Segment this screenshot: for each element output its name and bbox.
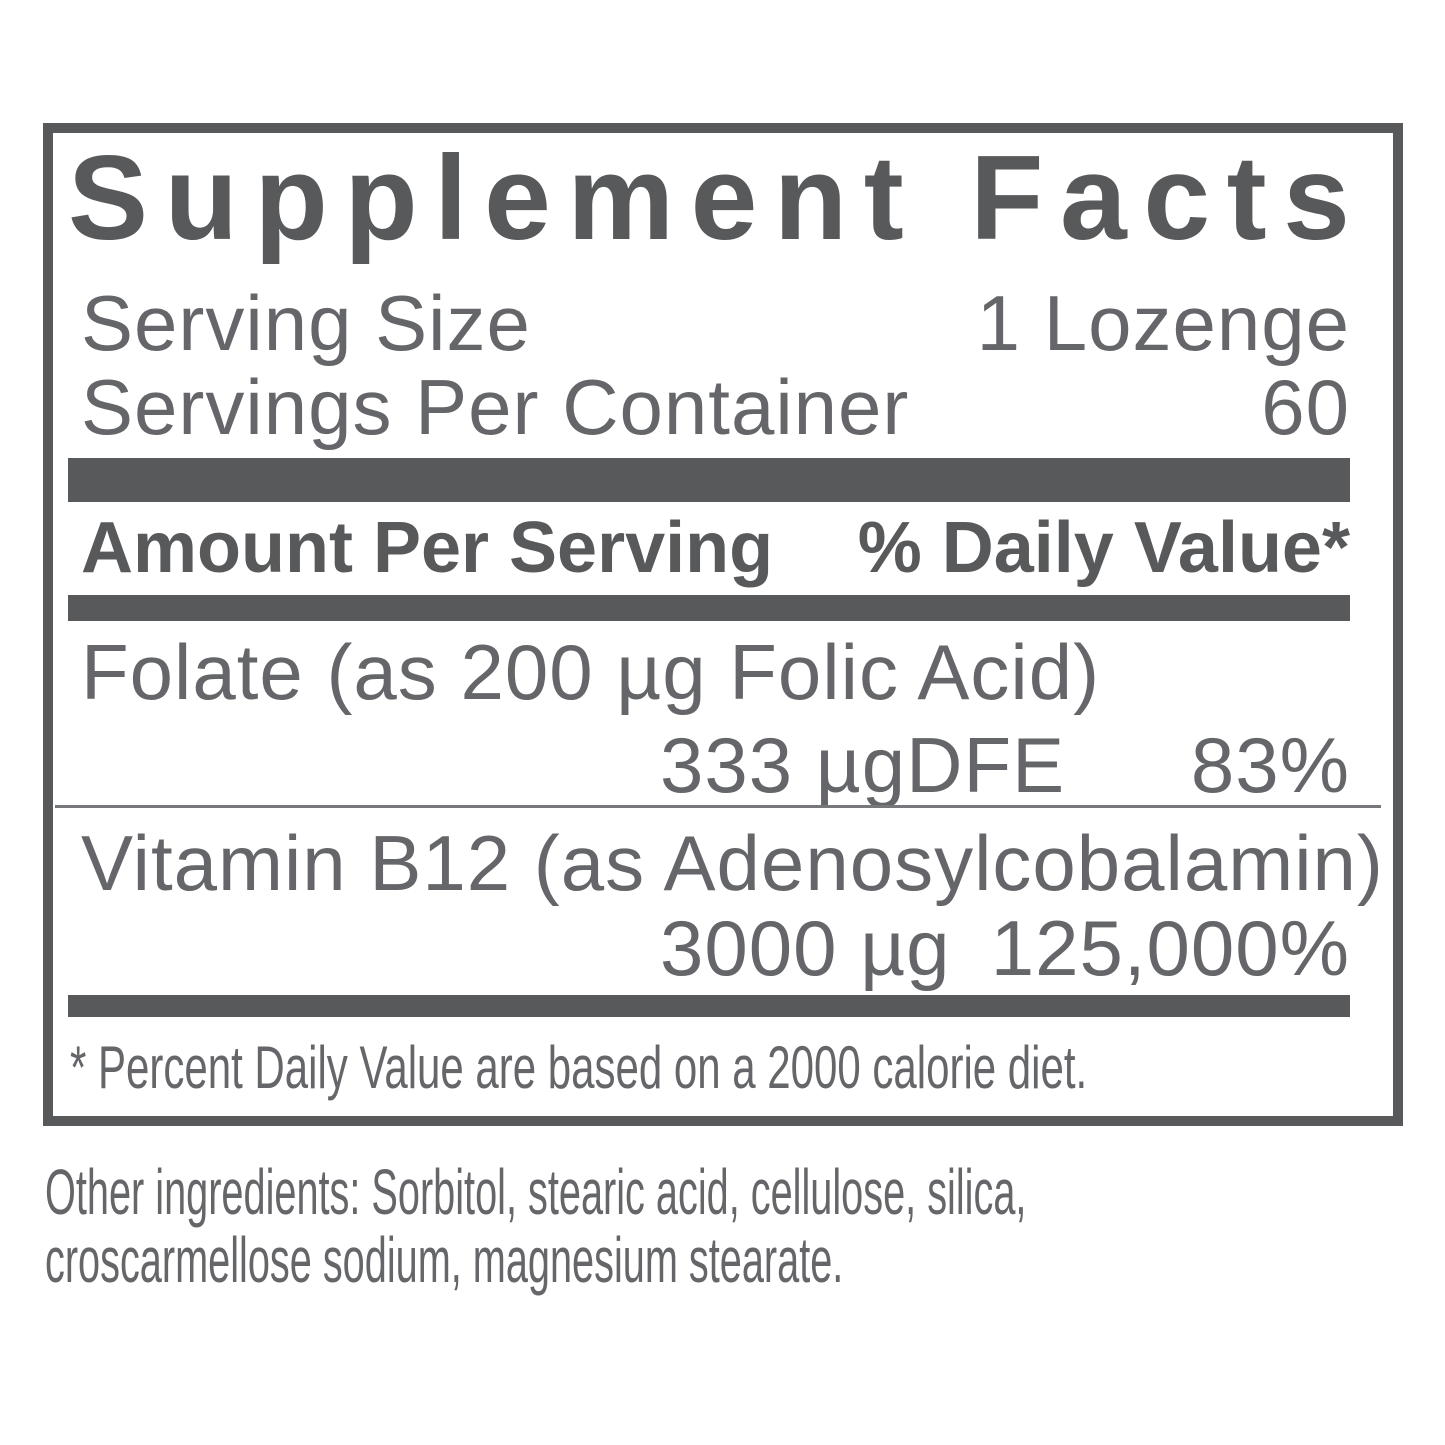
nutrient-amount-row-b12: 3000 µg 125,000%: [68, 909, 1350, 987]
daily-value-header: % Daily Value*: [857, 508, 1350, 588]
servings-per-container-row: Servings Per Container 60: [68, 368, 1350, 446]
nutrient-amount-b12: 3000 µg: [660, 904, 951, 992]
divider-bar-thick-middle: [68, 595, 1350, 621]
other-ingredients-line-2-text: croscarmellose sodium, magnesium stearat…: [45, 1224, 844, 1297]
nutrient-name-folate: Folate (as 200 µg Folic Acid): [81, 628, 1101, 716]
servings-per-container-value: 60: [1261, 363, 1350, 451]
nutrient-amount-folate: 333 µgDFE: [660, 721, 1066, 809]
servings-per-container-label: Servings Per Container: [81, 363, 910, 451]
nutrient-dv-b12: 125,000%: [990, 904, 1350, 992]
divider-rule-thin: [55, 805, 1381, 808]
nutrient-name-b12: Vitamin B12 (as Adenosylcobalamin): [81, 819, 1384, 907]
nutrient-amount-row-folate: 333 µgDFE 83%: [68, 726, 1350, 804]
amount-per-serving-header: Amount Per Serving: [81, 508, 774, 588]
serving-size-label: Serving Size: [81, 279, 531, 367]
serving-size-row: Serving Size 1 Lozenge: [68, 284, 1350, 362]
other-ingredients-line-1: Other ingredients: Sorbitol, stearic aci…: [45, 1156, 1425, 1228]
divider-bar-thick-bottom: [68, 995, 1350, 1017]
other-ingredients-line-1-text: Other ingredients: Sorbitol, stearic aci…: [45, 1156, 1027, 1228]
other-ingredients: Other ingredients: Sorbitol, stearic aci…: [45, 1158, 1425, 1295]
divider-bar-thick-top: [68, 458, 1350, 502]
nutrient-dv-folate: 83%: [1190, 721, 1350, 809]
serving-size-value: 1 Lozenge: [976, 279, 1350, 367]
other-ingredients-line-2: croscarmellose sodium, magnesium stearat…: [45, 1224, 1425, 1297]
daily-value-footnote: * Percent Daily Value are based on a 200…: [68, 1036, 1350, 1099]
column-header-row: Amount Per Serving % Daily Value*: [68, 512, 1350, 584]
daily-value-footnote-text: * Percent Daily Value are based on a 200…: [70, 1034, 1088, 1101]
